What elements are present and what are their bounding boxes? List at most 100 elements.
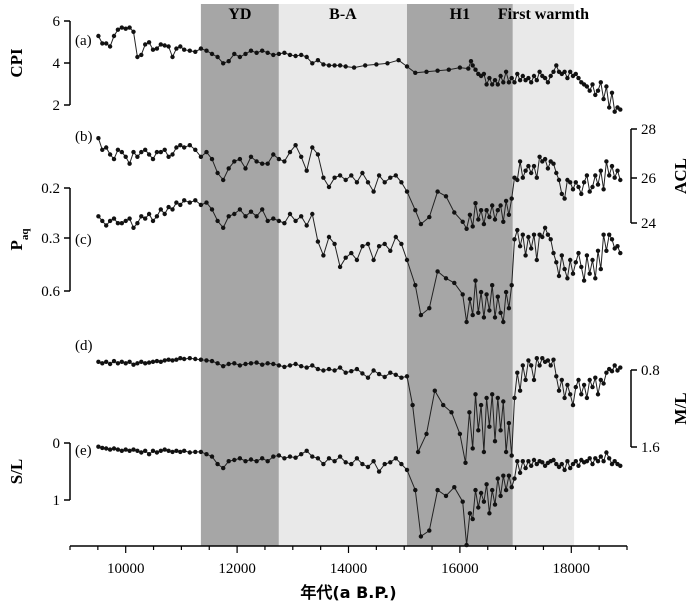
data-point (382, 241, 387, 247)
data-point (326, 184, 332, 190)
data-point (131, 447, 136, 452)
data-point (554, 374, 559, 379)
data-point (506, 420, 512, 426)
data-point (388, 370, 393, 375)
data-point (492, 217, 498, 222)
data-point (187, 200, 192, 205)
data-point (598, 168, 603, 173)
data-point (374, 62, 379, 67)
data-point (293, 218, 298, 224)
band-label: YD (228, 6, 251, 23)
data-point (166, 357, 171, 362)
data-point (410, 402, 415, 408)
data-point (526, 163, 531, 169)
data-point (260, 362, 265, 367)
chart-labels: YD B-A H1 First warmth 6 4 2 CPI (a) 28 26 24 ACL (b)… (7, 6, 690, 602)
data-point (139, 52, 144, 58)
data-point (559, 191, 564, 197)
data-point (481, 71, 487, 77)
data-point (581, 382, 587, 388)
data-point (404, 257, 410, 263)
data-point (100, 218, 105, 224)
data-point (393, 372, 398, 377)
data-point (166, 448, 171, 453)
data-point (343, 370, 348, 375)
data-point (529, 363, 534, 368)
data-point (131, 225, 136, 230)
data-point (590, 257, 595, 263)
data-point (154, 450, 160, 455)
data-point (174, 357, 179, 362)
data-point (343, 64, 348, 69)
data-point (517, 78, 523, 83)
data-point (498, 310, 503, 315)
data-point (326, 366, 332, 372)
data-point (107, 44, 113, 49)
data-point (326, 234, 332, 240)
data-point (248, 48, 254, 53)
data-point (495, 82, 500, 87)
data-point (237, 54, 243, 60)
y-tick-label: 0.8 (641, 363, 660, 379)
data-point (551, 69, 556, 75)
data-point (601, 96, 606, 102)
data-point (282, 50, 287, 55)
data-point (337, 264, 343, 270)
data-point (226, 214, 231, 219)
data-point (243, 166, 248, 171)
data-point (310, 145, 315, 150)
data-point (232, 361, 237, 366)
data-point (509, 453, 514, 458)
data-point (310, 363, 315, 368)
data-point (260, 207, 265, 212)
data-point (360, 371, 365, 376)
data-point (243, 361, 248, 367)
panel-tag: (c) (75, 232, 92, 248)
data-point (104, 223, 109, 228)
data-point (556, 388, 562, 393)
data-point (473, 67, 478, 72)
data-point (609, 163, 615, 169)
data-point (135, 221, 140, 226)
y-axis-name-text: M/L (671, 392, 690, 424)
data-point (441, 402, 446, 408)
data-point (204, 200, 209, 205)
data-point (111, 156, 117, 162)
data-point (360, 461, 365, 467)
data-point (193, 198, 198, 203)
data-point (607, 173, 612, 178)
data-point (542, 463, 548, 468)
data-point (590, 384, 595, 390)
data-point (337, 63, 343, 68)
data-point (584, 173, 590, 178)
data-point (131, 29, 136, 34)
data-point (601, 381, 606, 386)
data-point (143, 448, 148, 453)
data-point (388, 175, 393, 180)
band-b-a (278, 4, 407, 546)
data-point (490, 392, 495, 397)
data-point (215, 218, 220, 224)
data-point (170, 207, 175, 212)
data-point (287, 363, 293, 368)
panel-tag: (e) (75, 443, 92, 459)
data-point (174, 200, 179, 205)
data-point (162, 447, 167, 452)
y-tick-label: 1.6 (641, 440, 660, 456)
data-point (170, 54, 175, 60)
data-point (293, 143, 298, 148)
data-point (490, 283, 495, 288)
data-point (248, 154, 254, 159)
y-tick-label: 0.3 (41, 231, 60, 247)
data-point (584, 395, 590, 401)
data-point (604, 370, 609, 375)
data-point (446, 67, 451, 72)
data-point (573, 384, 578, 390)
data-point (215, 361, 220, 366)
data-point (204, 358, 209, 363)
data-point (119, 448, 125, 453)
data-point (570, 187, 576, 192)
data-point (221, 465, 226, 471)
data-point (604, 159, 609, 164)
data-point (531, 163, 537, 169)
